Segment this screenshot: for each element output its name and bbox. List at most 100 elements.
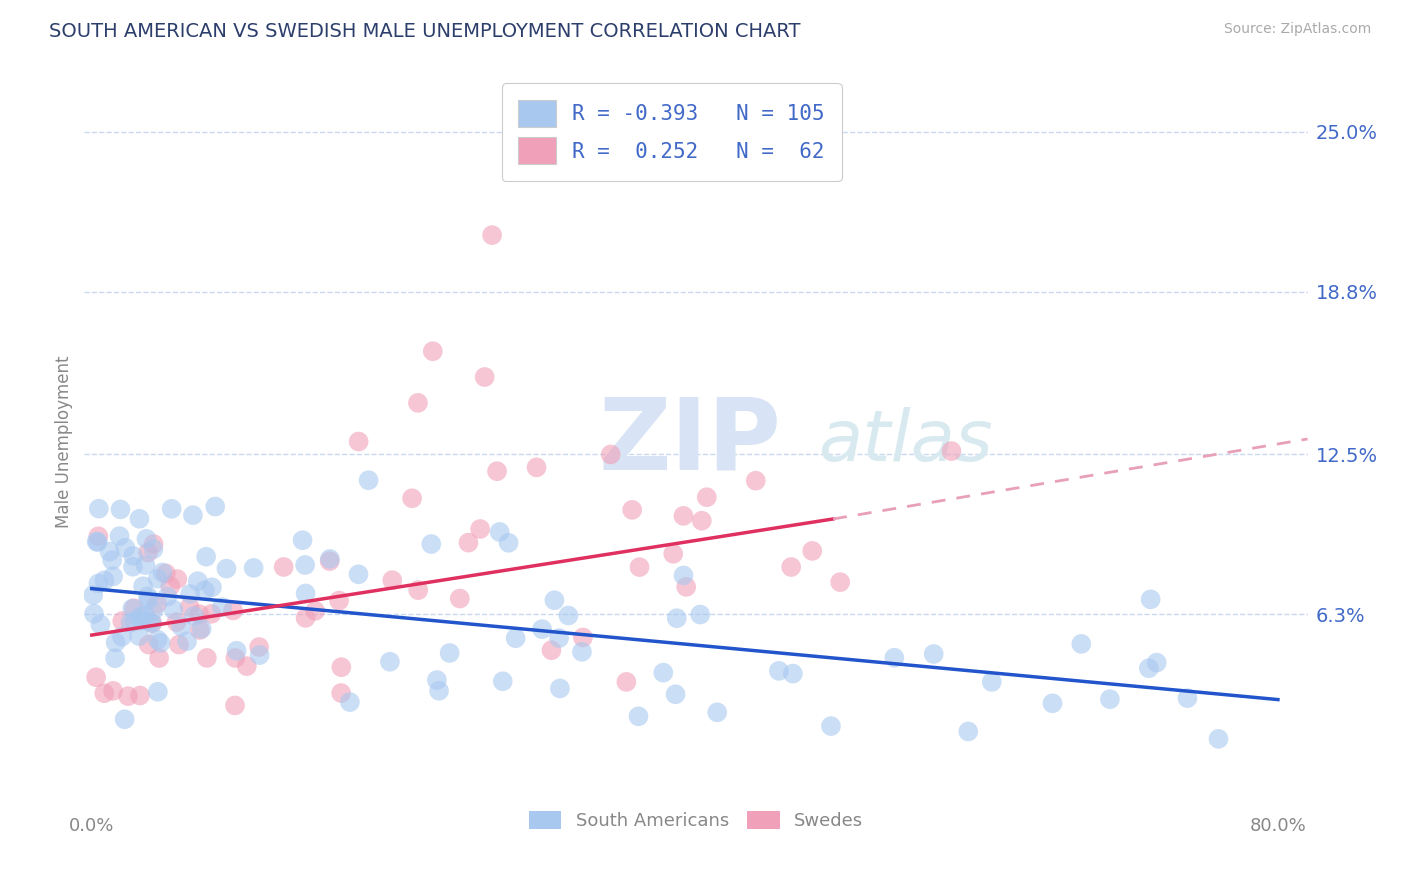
- Point: [957, 724, 980, 739]
- Point: [201, 580, 224, 594]
- Point: [138, 593, 160, 607]
- Point: [378, 655, 401, 669]
- Point: [1137, 661, 1160, 675]
- Point: [224, 651, 246, 665]
- Point: [134, 558, 156, 572]
- Point: [87, 576, 110, 591]
- Point: [621, 503, 644, 517]
- Point: [689, 607, 711, 622]
- Point: [188, 607, 211, 622]
- Point: [194, 583, 217, 598]
- Point: [548, 681, 571, 696]
- Point: [1139, 592, 1161, 607]
- Point: [801, 544, 824, 558]
- Point: [294, 586, 316, 600]
- Point: [101, 569, 124, 583]
- Point: [672, 568, 695, 582]
- Point: [166, 615, 188, 629]
- Text: Source: ZipAtlas.com: Source: ZipAtlas.com: [1223, 22, 1371, 37]
- Point: [236, 659, 259, 673]
- Point: [294, 611, 316, 625]
- Point: [141, 615, 163, 630]
- Point: [474, 370, 496, 384]
- Point: [830, 575, 852, 590]
- Point: [183, 609, 205, 624]
- Point: [468, 522, 491, 536]
- Point: [222, 603, 245, 617]
- Point: [690, 514, 713, 528]
- Point: [347, 434, 370, 449]
- Point: [155, 566, 177, 581]
- Point: [156, 590, 179, 604]
- Point: [141, 616, 163, 631]
- Point: [488, 524, 510, 539]
- Point: [124, 614, 146, 628]
- Point: [347, 567, 370, 582]
- Point: [195, 549, 218, 564]
- Point: [84, 670, 107, 684]
- Point: [190, 622, 212, 636]
- Point: [543, 593, 565, 607]
- Point: [439, 646, 461, 660]
- Point: [101, 553, 124, 567]
- Point: [138, 615, 160, 629]
- Point: [87, 535, 110, 549]
- Point: [768, 664, 790, 678]
- Point: [406, 396, 429, 410]
- Point: [616, 674, 638, 689]
- Point: [149, 636, 172, 650]
- Point: [146, 572, 169, 586]
- Point: [627, 709, 650, 723]
- Point: [93, 574, 115, 588]
- Point: [1098, 692, 1121, 706]
- Point: [148, 651, 170, 665]
- Point: [540, 643, 562, 657]
- Point: [122, 559, 145, 574]
- Point: [129, 609, 152, 624]
- Point: [319, 552, 342, 566]
- Point: [159, 579, 181, 593]
- Point: [273, 560, 295, 574]
- Point: [129, 614, 152, 628]
- Point: [181, 508, 204, 523]
- Point: [108, 529, 131, 543]
- Point: [381, 573, 404, 587]
- Point: [179, 600, 201, 615]
- Point: [195, 651, 218, 665]
- Point: [531, 622, 554, 636]
- Point: [117, 689, 139, 703]
- Point: [215, 561, 238, 575]
- Point: [83, 607, 105, 621]
- Point: [142, 537, 165, 551]
- Point: [142, 603, 165, 617]
- Point: [200, 607, 222, 621]
- Point: [134, 607, 156, 622]
- Point: [291, 533, 314, 548]
- Point: [128, 512, 150, 526]
- Point: [122, 601, 145, 615]
- Point: [401, 491, 423, 506]
- Point: [120, 615, 142, 630]
- Point: [135, 532, 157, 546]
- Point: [782, 666, 804, 681]
- Point: [225, 644, 247, 658]
- Point: [548, 631, 571, 645]
- Point: [665, 611, 688, 625]
- Point: [330, 660, 353, 674]
- Point: [922, 647, 945, 661]
- Point: [224, 698, 246, 713]
- Point: [304, 604, 326, 618]
- Point: [110, 502, 132, 516]
- Point: [980, 674, 1002, 689]
- Point: [328, 593, 350, 607]
- Point: [146, 632, 169, 647]
- Legend: South Americans, Swedes: South Americans, Swedes: [522, 804, 870, 837]
- Point: [138, 638, 160, 652]
- Point: [101, 684, 124, 698]
- Point: [357, 473, 380, 487]
- Point: [89, 617, 111, 632]
- Point: [142, 542, 165, 557]
- Point: [121, 601, 143, 615]
- Point: [571, 645, 593, 659]
- Point: [498, 536, 520, 550]
